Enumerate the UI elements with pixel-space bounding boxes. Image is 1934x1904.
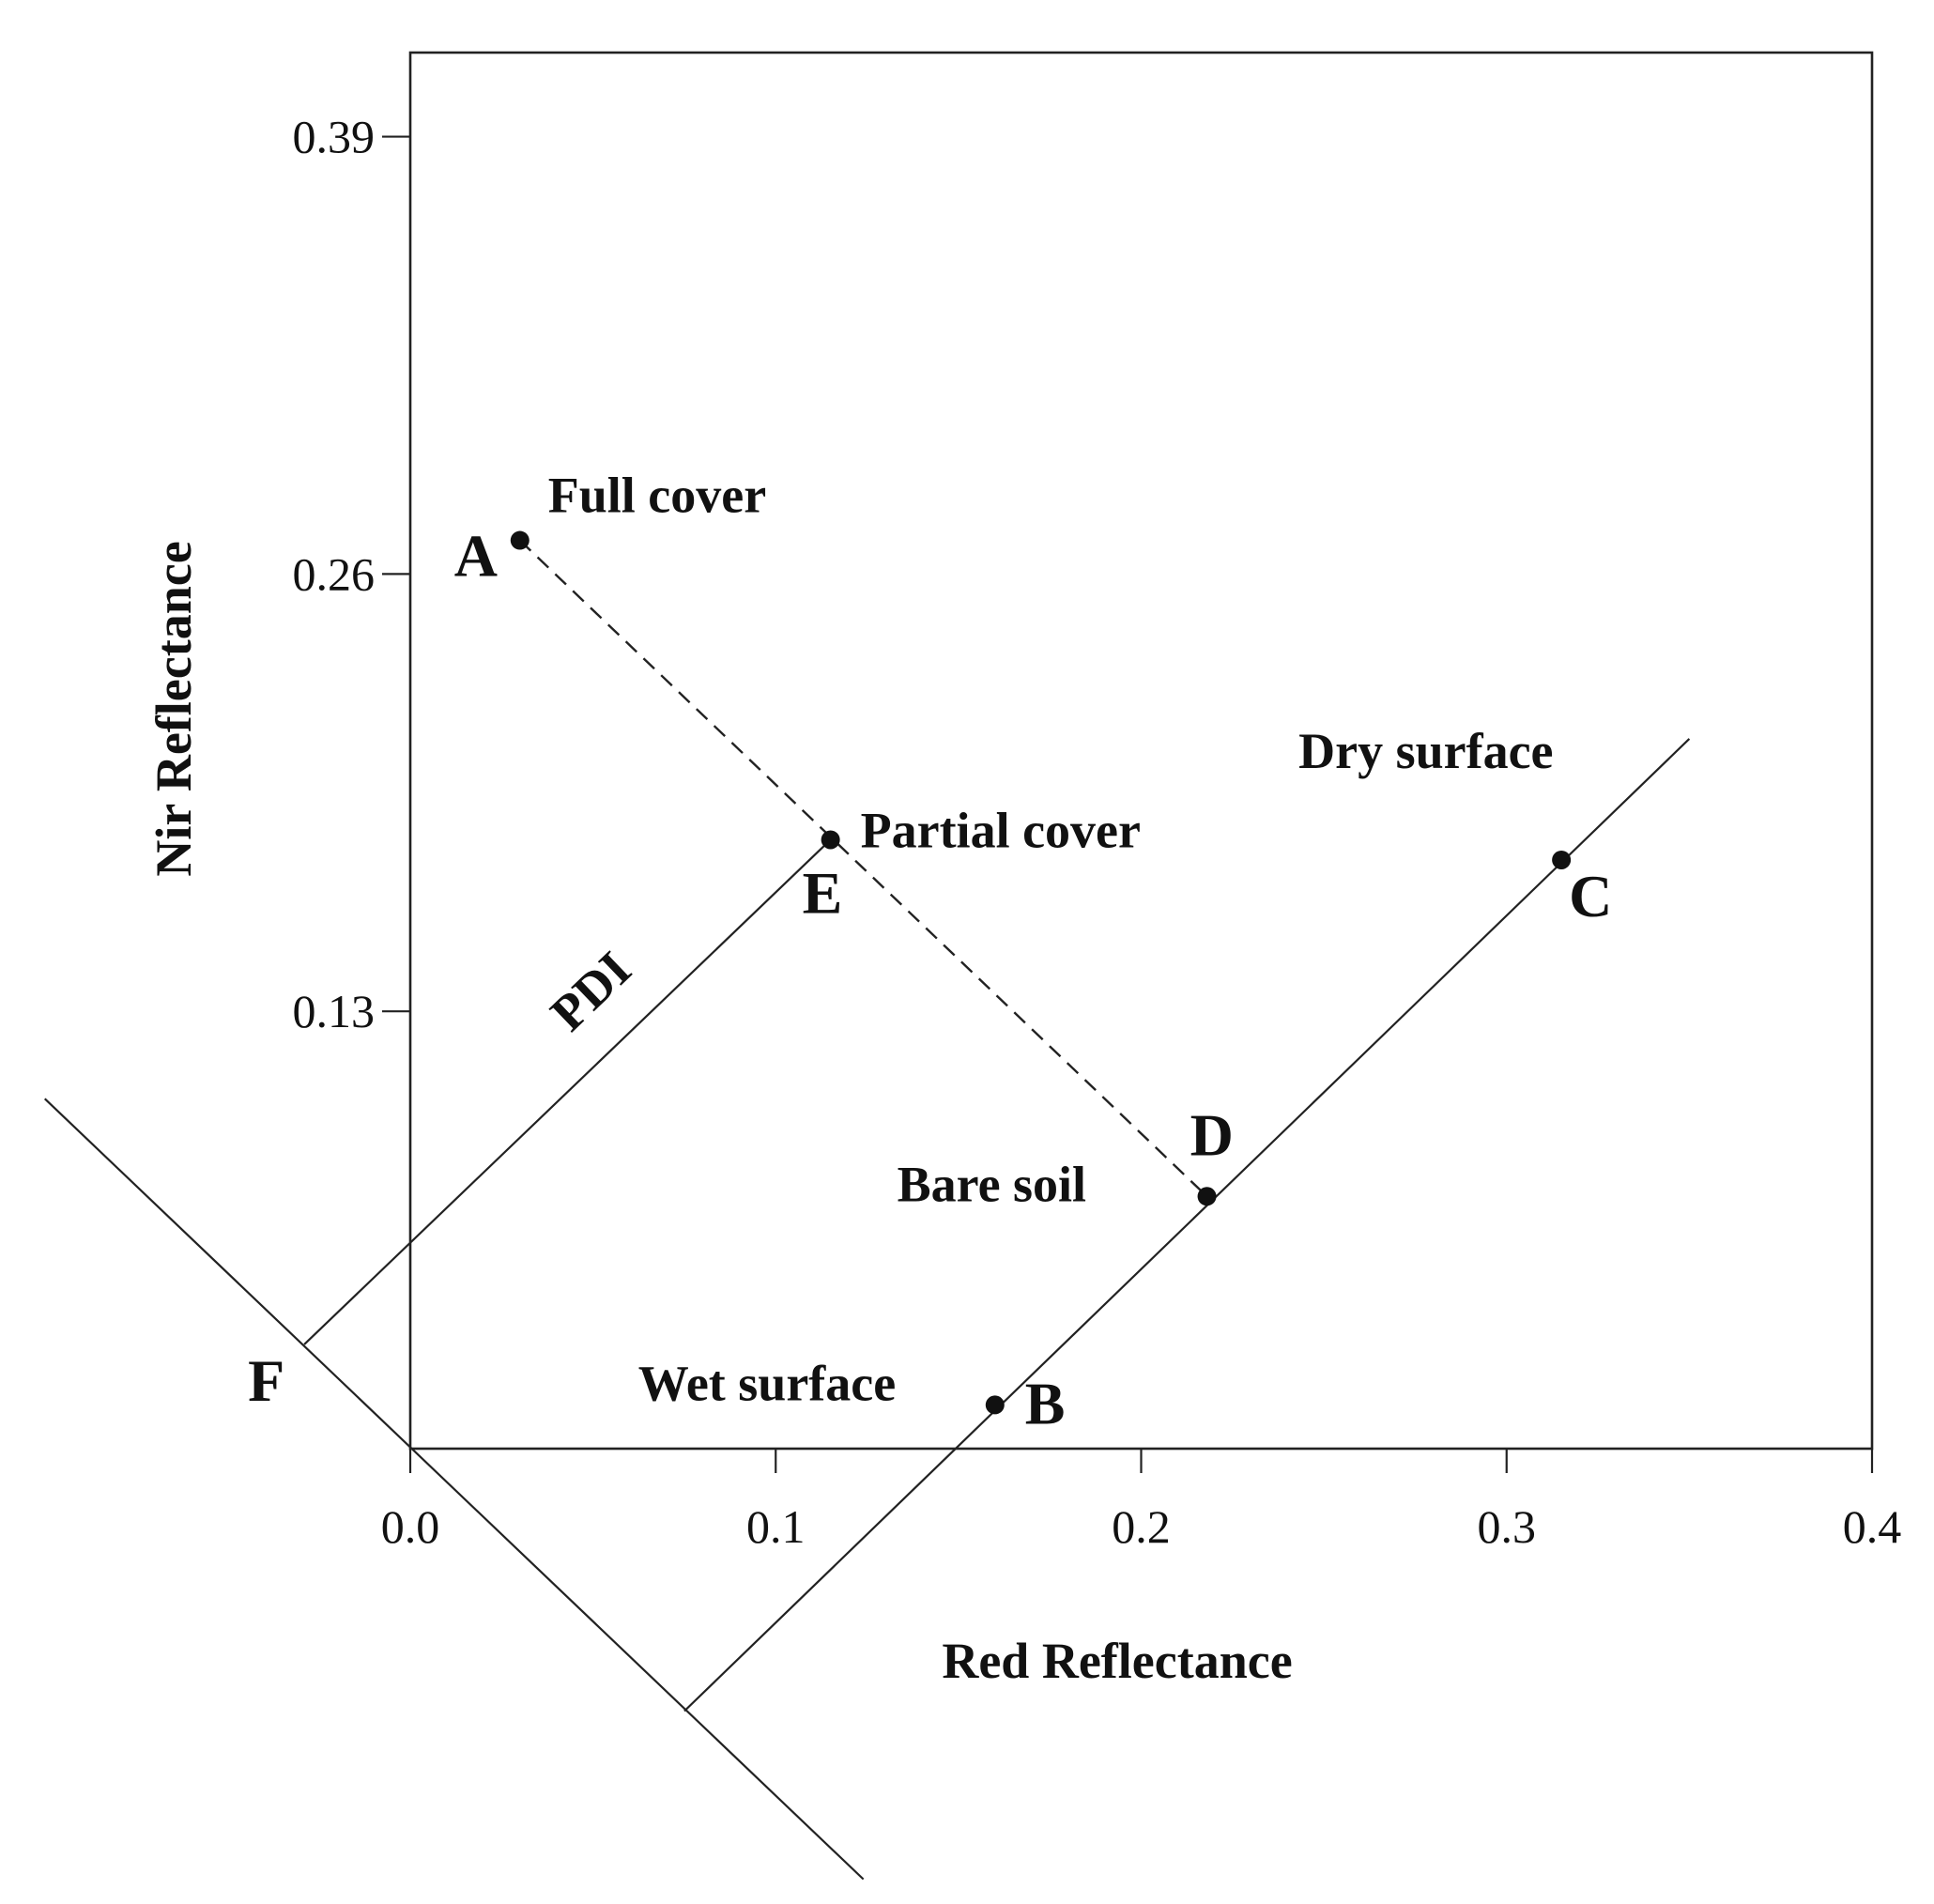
line-PDI (303, 838, 832, 1345)
annotation-e: Partial cover (861, 802, 1141, 858)
point-e (821, 830, 840, 850)
annotation-c: Dry surface (1298, 723, 1553, 779)
plot-frame (408, 51, 1874, 1451)
line-soil-line (683, 738, 1691, 1712)
chart-labels: A Full cover B Wet surface C Dry surface D Bare… (248, 468, 1612, 1437)
line-A-D (518, 539, 1208, 1198)
annotation-d: Bare soil (898, 1156, 1086, 1212)
chart-points (510, 530, 1572, 1415)
y-axis-ticks: 0.13 0.26 0.39 (293, 111, 410, 1037)
line-label-pdi: PDI (540, 941, 642, 1042)
point-a (510, 530, 530, 550)
y-tick-label: 0.13 (293, 985, 376, 1037)
x-axis-title: Red Reflectance (942, 1633, 1292, 1689)
x-tick-label: 0.3 (1478, 1500, 1537, 1553)
point-label-b: B (1025, 1370, 1066, 1436)
y-tick-label: 0.39 (293, 111, 376, 163)
point-c (1552, 850, 1572, 869)
x-tick-label: 0.2 (1112, 1500, 1171, 1553)
point-label-a: A (454, 523, 498, 590)
annotation-b: Wet surface (638, 1355, 896, 1411)
x-tick-label: 0.4 (1843, 1500, 1902, 1553)
x-tick-label: 0.1 (746, 1500, 806, 1553)
point-label-d: D (1190, 1101, 1234, 1168)
x-tick-label: 0.0 (381, 1500, 440, 1553)
point-label-c: C (1569, 863, 1612, 929)
point-label-e: E (803, 859, 843, 926)
point-label-f: F (248, 1347, 284, 1414)
annotation-a: Full cover (548, 468, 766, 524)
point-b (985, 1395, 1005, 1415)
y-axis-title: Nir Reflectance (146, 541, 202, 876)
point-d (1197, 1187, 1217, 1206)
y-tick-label: 0.26 (293, 547, 376, 600)
line-reference-line (43, 1098, 865, 1881)
chart-lines (43, 539, 1691, 1881)
x-axis-ticks: 0.0 0.1 0.2 0.3 0.4 (381, 1449, 1902, 1553)
